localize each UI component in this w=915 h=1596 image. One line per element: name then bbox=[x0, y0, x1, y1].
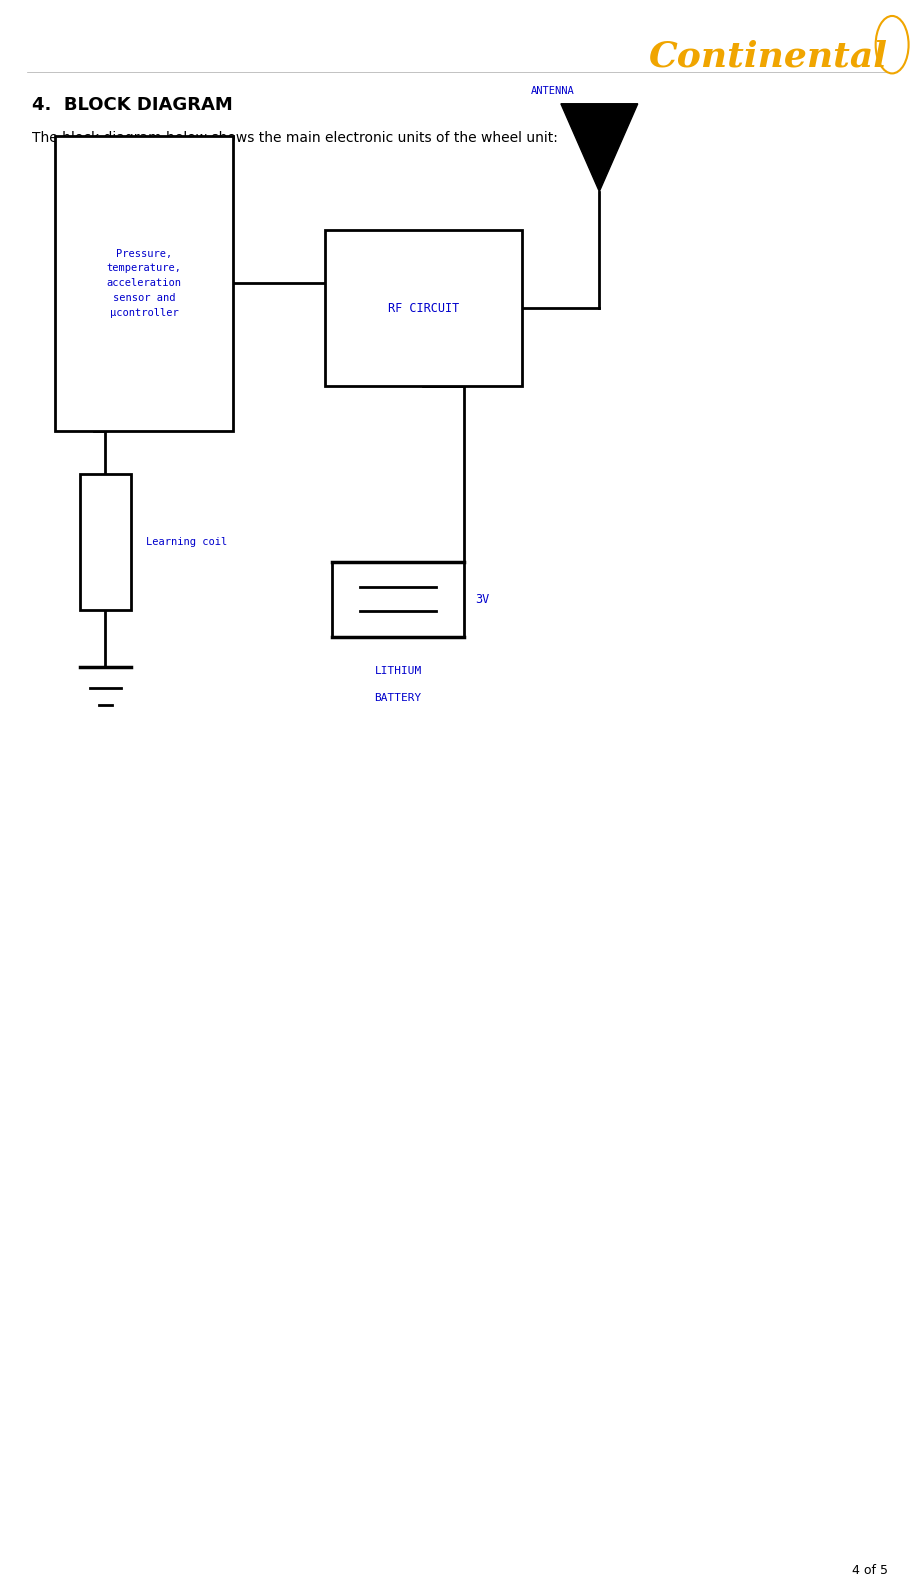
Text: The block diagram below shows the main electronic units of the wheel unit:: The block diagram below shows the main e… bbox=[32, 131, 558, 145]
Bar bbox=[55, 136, 233, 431]
Text: Pressure,
temperature,
acceleration
sensor and
μcontroller: Pressure, temperature, acceleration sens… bbox=[107, 249, 181, 318]
Bar bbox=[325, 230, 522, 386]
Bar bbox=[80, 474, 131, 610]
Text: Continental: Continental bbox=[649, 40, 888, 73]
Text: 4.  BLOCK DIAGRAM: 4. BLOCK DIAGRAM bbox=[32, 96, 232, 113]
Text: BATTERY: BATTERY bbox=[374, 693, 422, 702]
Text: 4 of 5: 4 of 5 bbox=[852, 1564, 888, 1577]
Text: 3V: 3V bbox=[475, 592, 490, 606]
Text: RF CIRCUIT: RF CIRCUIT bbox=[388, 302, 458, 314]
Polygon shape bbox=[561, 104, 638, 192]
Text: Learning coil: Learning coil bbox=[146, 536, 228, 547]
Text: ANTENNA: ANTENNA bbox=[531, 86, 575, 96]
Text: LITHIUM: LITHIUM bbox=[374, 666, 422, 675]
